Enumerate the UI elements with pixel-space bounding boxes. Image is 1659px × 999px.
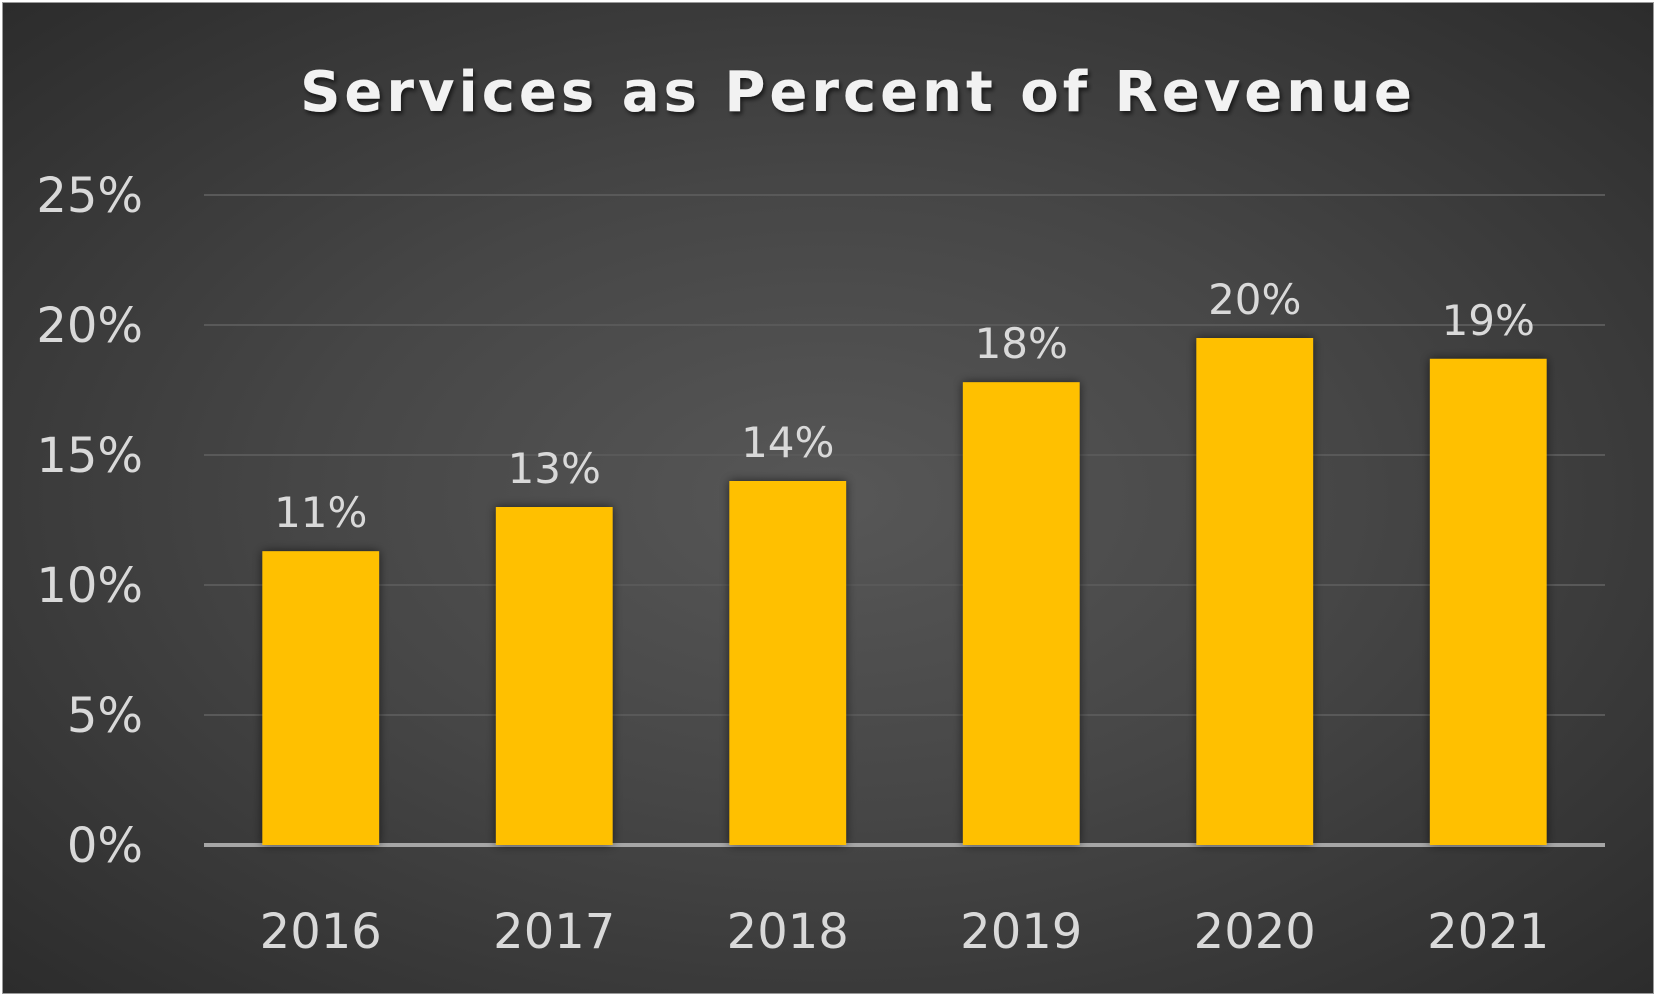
bar-2016 [262, 551, 380, 845]
y-tick-label: 25% [36, 168, 143, 224]
bar-2019 [962, 382, 1080, 845]
data-label: 20% [1208, 275, 1301, 324]
chart-title: Services as Percent of Revenue [300, 60, 1416, 125]
bar-chart: Services as Percent of Revenue 0% 5% 10% 15… [36, 60, 1605, 960]
x-tick-label: 2018 [727, 904, 849, 960]
bar-2021 [1429, 358, 1547, 845]
y-tick-label: 10% [36, 558, 143, 614]
data-label: 18% [975, 319, 1068, 368]
x-tick-label: 2017 [493, 904, 615, 960]
y-tick-label: 5% [67, 688, 143, 744]
x-tick-label: 2019 [960, 904, 1082, 960]
y-tick-label: 20% [36, 298, 143, 354]
data-label: 14% [741, 418, 834, 467]
data-label: 13% [508, 444, 601, 493]
data-label: 11% [274, 488, 367, 537]
bar-2018 [729, 481, 847, 845]
x-tick-label: 2020 [1194, 904, 1316, 960]
data-label: 19% [1442, 296, 1535, 345]
y-tick-label: 15% [36, 428, 143, 484]
bar-2020 [1196, 338, 1314, 845]
y-tick-label: 0% [67, 818, 143, 874]
bar-2017 [495, 507, 613, 845]
x-tick-label: 2021 [1427, 904, 1549, 960]
x-tick-label: 2016 [260, 904, 382, 960]
